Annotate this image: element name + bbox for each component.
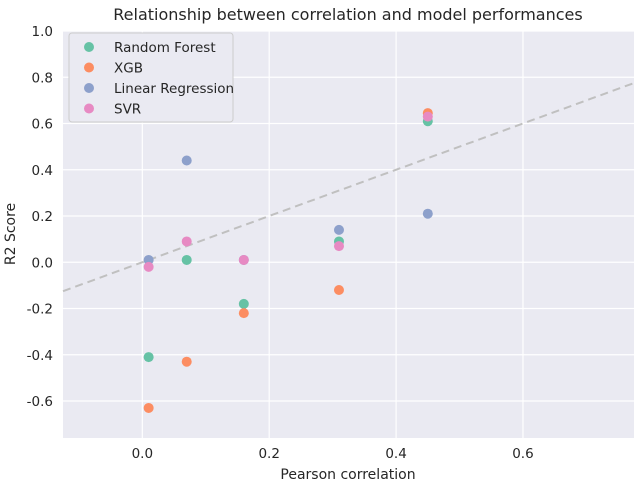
y-tick-label: 0.0 <box>32 255 53 271</box>
legend-marker-svr <box>84 103 94 114</box>
y-tick-labels: -0.6 -0.4 -0.2 0.0 0.2 0.4 0.6 0.8 1.0 <box>27 24 53 410</box>
point-xgb <box>181 356 192 367</box>
point-xgb <box>238 308 249 319</box>
y-tick-label: 1.0 <box>32 24 53 40</box>
legend-marker-linear-regression <box>84 83 94 93</box>
point-linear-regression <box>181 155 192 166</box>
legend: Random Forest XGB Linear Regression SVR <box>68 32 234 123</box>
x-tick-label: 0.4 <box>385 446 406 462</box>
y-tick-label: 0.2 <box>32 209 53 225</box>
x-tick-label: 0.2 <box>258 446 279 462</box>
legend-label-linear-regression: Linear Regression <box>114 81 234 97</box>
legend-label-svr: SVR <box>114 102 141 118</box>
y-axis-label: R2 Score <box>3 203 19 265</box>
point-linear-regression <box>422 208 433 219</box>
x-tick-labels: 0.0 0.2 0.4 0.6 <box>132 446 534 462</box>
diagonal-reference-line <box>62 82 635 293</box>
x-tick-label: 0.0 <box>132 446 153 462</box>
legend-label-xgb: XGB <box>114 61 143 77</box>
point-linear-regression <box>143 254 154 265</box>
point-random-forest <box>181 254 192 265</box>
point-random-forest <box>143 352 154 363</box>
legend-marker-random-forest <box>84 42 94 52</box>
point-linear-regression <box>333 224 344 235</box>
y-tick-label: -0.2 <box>27 302 53 318</box>
legend-label-random-forest: Random Forest <box>114 40 216 56</box>
data-points <box>143 108 433 413</box>
point-svr <box>333 241 344 252</box>
y-tick-label: 0.8 <box>32 70 53 86</box>
x-axis-label: Pearson correlation <box>280 467 415 480</box>
point-svr <box>238 254 249 265</box>
point-xgb <box>333 285 344 295</box>
legend-box <box>68 32 234 123</box>
grid <box>63 30 634 438</box>
reference-line <box>62 82 635 293</box>
chart-title: Relationship between correlation and mod… <box>113 5 582 24</box>
point-svr <box>181 236 192 247</box>
point-svr <box>422 111 433 122</box>
y-tick-label: 0.6 <box>32 117 53 133</box>
point-random-forest <box>238 298 249 309</box>
point-svr <box>143 261 154 272</box>
y-tick-label: -0.4 <box>27 348 53 364</box>
point-xgb <box>143 402 154 413</box>
y-tick-label: -0.6 <box>27 394 53 410</box>
x-tick-label: 0.6 <box>512 446 533 462</box>
legend-marker-xgb <box>84 62 94 73</box>
y-tick-label: 0.4 <box>32 163 53 179</box>
